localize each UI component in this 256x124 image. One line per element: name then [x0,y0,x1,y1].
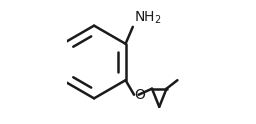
Text: O: O [135,88,145,102]
Text: NH$_2$: NH$_2$ [134,9,162,26]
